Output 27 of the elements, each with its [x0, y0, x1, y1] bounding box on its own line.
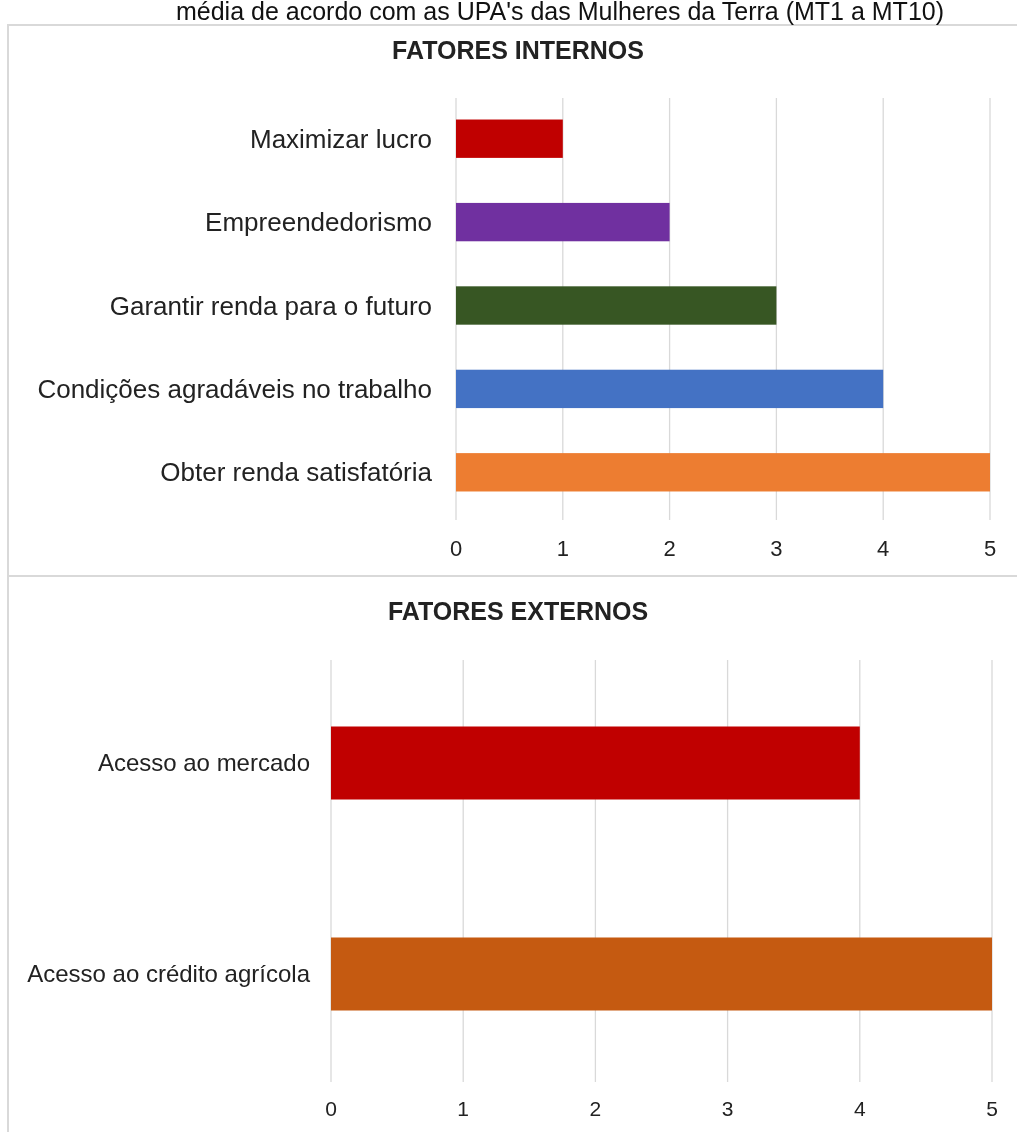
bar [456, 369, 884, 409]
chart-title: FATORES INTERNOS [392, 36, 644, 64]
y-tick-label: Garantir renda para o futuro [109, 290, 432, 321]
bar [456, 453, 990, 492]
y-tick-label: Obter renda satisfatória [160, 457, 433, 488]
x-tick-label: 2 [589, 1097, 602, 1120]
bar [456, 119, 563, 158]
x-tick-label: 0 [449, 536, 463, 561]
y-tick-label: Maximizar lucro [249, 123, 432, 154]
x-tick-label: 5 [986, 1097, 998, 1120]
x-tick-label: 1 [457, 1097, 470, 1120]
x-tick-label: 5 [983, 536, 997, 561]
y-tick-label: Acesso ao crédito agrícola [27, 960, 311, 988]
y-tick-label: Empreendedorismo [205, 207, 432, 238]
x-tick-label: 2 [663, 536, 676, 561]
x-tick-label: 4 [877, 536, 890, 561]
y-tick-label: Condições agradáveis no trabalho [37, 374, 432, 404]
x-tick-label: 0 [325, 1097, 337, 1120]
text: média de acordo com as UPA's das Mulheres da Terra (MT1 a MT10) [175, 0, 945, 25]
bar [456, 286, 777, 325]
x-tick-label: 4 [853, 1097, 866, 1120]
x-tick-label: 3 [721, 1097, 734, 1120]
bar [456, 202, 670, 242]
y-tick-label: Acesso ao mercado [97, 749, 310, 777]
chart-title: FATORES EXTERNOS [387, 597, 649, 625]
x-tick-label: 3 [770, 536, 783, 561]
x-tick-label: 1 [556, 536, 569, 561]
